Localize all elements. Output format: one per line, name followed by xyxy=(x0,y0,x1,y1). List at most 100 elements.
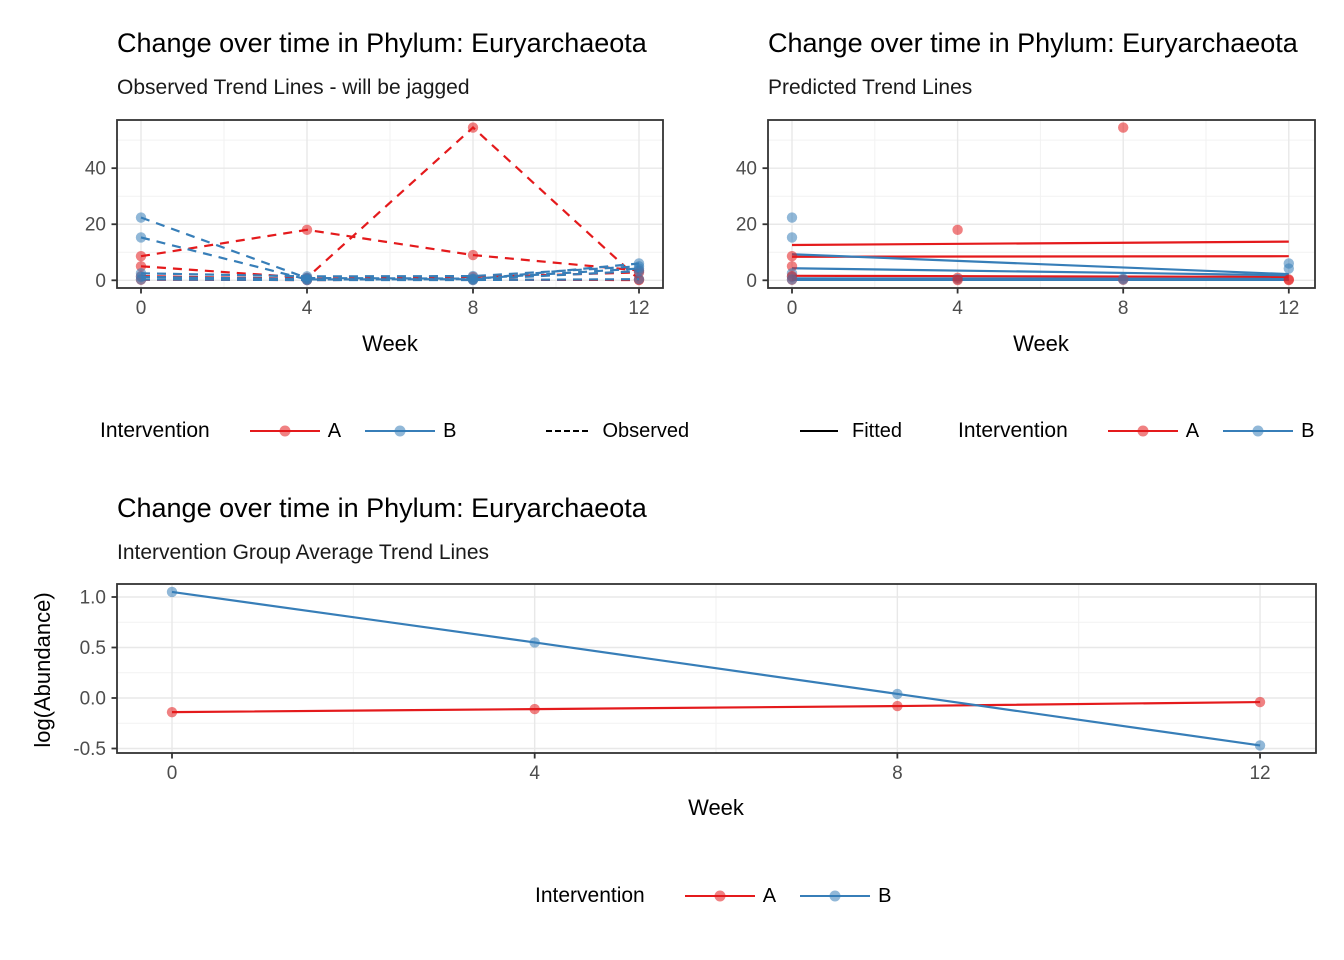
observed-y-tick-label: 0 xyxy=(95,271,106,292)
average-point-B xyxy=(892,688,903,700)
predicted-point-A xyxy=(952,274,963,286)
legend-label-a: A xyxy=(1185,419,1200,442)
observed-point-A xyxy=(467,249,479,261)
observed-point-B xyxy=(633,265,645,277)
observed-series xyxy=(135,122,645,286)
legend-label-b: B xyxy=(1301,419,1315,442)
legend-key-B-icon xyxy=(800,885,871,907)
average-point-B xyxy=(166,586,178,598)
legend-label-fitted: Fitted xyxy=(852,419,903,442)
average-x-axis-title: Week xyxy=(688,795,744,820)
predicted-line-B xyxy=(791,253,1289,276)
predicted-point-B xyxy=(1283,263,1295,274)
observed-line-A xyxy=(140,228,640,272)
dashed-line-key-icon xyxy=(546,420,589,442)
observed-line-B xyxy=(140,216,640,280)
observed-point-B xyxy=(633,273,645,285)
observed-point-B xyxy=(135,212,147,223)
predicted-chart: 0 4 8 12 0 20 40 xyxy=(736,119,1316,319)
average-x-tick-label: 4 xyxy=(529,763,540,784)
predicted-plot-subtitle: Predicted Trend Lines xyxy=(768,76,973,99)
legend-key-B-icon xyxy=(365,420,436,442)
predicted-series xyxy=(791,240,1289,281)
average-line-A xyxy=(171,700,1261,714)
predicted-point-B xyxy=(786,274,798,285)
average-line-B xyxy=(171,590,1261,747)
observed-line-B xyxy=(140,236,640,281)
predicted-point-A xyxy=(1118,122,1129,133)
average-x-tick-label: 0 xyxy=(167,763,178,784)
legend-label-a: A xyxy=(762,884,777,907)
observed-plot-title: Change over time in Phylum: Euryarchaeot… xyxy=(117,28,647,58)
average-y-tick-label: 0.5 xyxy=(80,638,106,659)
observed-line-B xyxy=(140,278,640,282)
legend-key-A-icon xyxy=(1107,420,1178,442)
predicted-line-A xyxy=(791,274,1289,279)
predicted-plot-title: Change over time in Phylum: Euryarchaeot… xyxy=(768,28,1298,58)
predicted-x-tick-label: 4 xyxy=(952,298,963,319)
legend-title: Intervention xyxy=(958,419,1068,442)
observed-point-B xyxy=(301,274,313,286)
predicted-line-A xyxy=(791,240,1289,247)
legend-title: Intervention xyxy=(100,419,210,442)
predicted-point-B xyxy=(1118,274,1129,285)
predicted-point-A xyxy=(786,250,798,262)
average-point-A xyxy=(166,706,178,718)
average-y-axis-title: log(Abundance) xyxy=(30,592,55,748)
predicted-y-tick-label: 0 xyxy=(746,271,757,292)
predicted-x-axis-title: Week xyxy=(1013,331,1069,356)
solid-line-key-icon xyxy=(800,420,838,442)
observed-x-tick-label: 0 xyxy=(136,298,147,319)
predicted-x-tick-label: 0 xyxy=(787,298,798,319)
average-point-A xyxy=(529,703,540,715)
observed-x-tick-label: 4 xyxy=(302,298,313,319)
legend-key-B-icon xyxy=(1223,420,1294,442)
average-point-B xyxy=(529,637,540,648)
average-chart: 0 4 8 12 1.0 0.5 0.0 -0.5 xyxy=(73,583,1317,784)
predicted-y-tick-label: 40 xyxy=(736,159,757,180)
average-point-A xyxy=(1254,696,1266,708)
predicted-legend: Fitted Intervention A B xyxy=(800,414,1314,448)
predicted-point-B xyxy=(786,212,798,223)
average-y-tick-label: 0.0 xyxy=(80,689,106,710)
predicted-y-tick-label: 20 xyxy=(736,215,757,236)
average-legend: Intervention A B xyxy=(535,879,891,913)
observed-x-axis-title: Week xyxy=(362,331,418,356)
observed-point-A xyxy=(301,224,313,236)
average-x-tick-label: 12 xyxy=(1249,763,1270,784)
predicted-point-B xyxy=(786,232,798,243)
observed-point-A xyxy=(467,122,479,133)
legend-key-A-icon xyxy=(684,885,755,907)
predicted-point-A xyxy=(952,224,963,236)
observed-y-tick-label: 40 xyxy=(85,159,106,180)
observed-legend: Intervention A B Observed xyxy=(100,414,689,448)
average-plot-title: Change over time in Phylum: Euryarchaeot… xyxy=(117,493,647,523)
legend-title: Intervention xyxy=(535,884,645,907)
average-series xyxy=(166,586,1266,751)
observed-line-A xyxy=(140,126,640,281)
average-plot-subtitle: Intervention Group Average Trend Lines xyxy=(117,541,490,564)
observed-x-tick-label: 8 xyxy=(468,298,479,319)
legend-label-observed: Observed xyxy=(602,419,690,442)
average-x-tick-label: 8 xyxy=(892,763,903,784)
predicted-x-tick-label: 8 xyxy=(1118,298,1129,319)
predicted-line-B xyxy=(791,267,1289,277)
observed-chart: 0 4 8 12 0 20 40 xyxy=(85,119,664,319)
legend-key-A-icon xyxy=(249,420,320,442)
legend-label-a: A xyxy=(327,419,342,442)
observed-line-B xyxy=(140,269,640,281)
observed-point-A xyxy=(135,250,147,262)
average-point-B xyxy=(1254,740,1266,751)
observed-line-B xyxy=(140,265,640,278)
observed-point-B xyxy=(135,232,147,243)
legend-label-b: B xyxy=(878,884,892,907)
average-y-tick-label: -0.5 xyxy=(73,739,106,760)
average-point-A xyxy=(892,700,903,712)
observed-point-B xyxy=(467,274,479,286)
observed-y-tick-label: 20 xyxy=(85,215,106,236)
legend-label-b: B xyxy=(443,419,457,442)
observed-plot-subtitle: Observed Trend Lines - will be jagged xyxy=(117,76,470,99)
predicted-x-tick-label: 12 xyxy=(1278,298,1299,319)
